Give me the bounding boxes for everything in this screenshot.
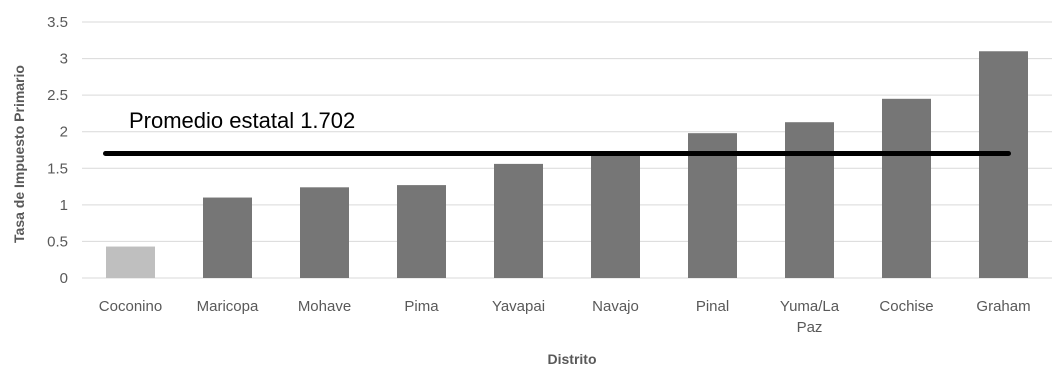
- y-tick-label: 1: [60, 197, 68, 214]
- bar-pima: [397, 185, 446, 278]
- x-axis-ticks: Coconino Maricopa Mohave Pima Yavapai Navajo P…: [99, 298, 1031, 336]
- y-tick-label: 1.5: [47, 160, 68, 177]
- x-tick-label: Maricopa: [197, 298, 259, 315]
- bar-yuma-la-paz: [785, 122, 834, 278]
- y-axis-ticks: 0 0.5 1 1.5 2 2.5 3 3.5: [47, 14, 68, 287]
- bar-maricopa: [203, 197, 252, 278]
- bars: [106, 51, 1028, 278]
- x-tick-label: Cochise: [879, 298, 933, 315]
- x-tick-label: Mohave: [298, 298, 351, 315]
- y-tick-label: 2.5: [47, 87, 68, 104]
- x-axis-title: Distrito: [548, 351, 597, 367]
- y-axis-title: Tasa de Impuesto Primario: [11, 65, 27, 243]
- y-tick-label: 2: [60, 124, 68, 141]
- x-tick-label: Yavapai: [492, 298, 545, 315]
- state-average-label: Promedio estatal 1.702: [129, 108, 355, 133]
- y-tick-label: 3: [60, 51, 68, 68]
- x-tick-label: Navajo: [592, 298, 639, 315]
- x-tick-label: Pinal: [696, 298, 729, 315]
- bar-pinal: [688, 133, 737, 278]
- bar-cochise: [882, 98, 931, 278]
- x-tick-label: Pima: [404, 298, 439, 315]
- x-tick-label: Graham: [976, 298, 1030, 315]
- y-tick-label: 0: [60, 270, 68, 287]
- x-tick-label: Paz: [797, 319, 823, 336]
- x-tick-label: Yuma/La: [780, 298, 840, 315]
- bar-graham: [979, 51, 1028, 278]
- y-tick-label: 3.5: [47, 14, 68, 31]
- bar-mohave: [300, 187, 349, 278]
- y-tick-label: 0.5: [47, 233, 68, 250]
- bar-navajo: [591, 152, 640, 278]
- x-tick-label: Coconino: [99, 298, 162, 315]
- bar-coconino: [106, 246, 155, 278]
- bar-yavapai: [494, 163, 543, 278]
